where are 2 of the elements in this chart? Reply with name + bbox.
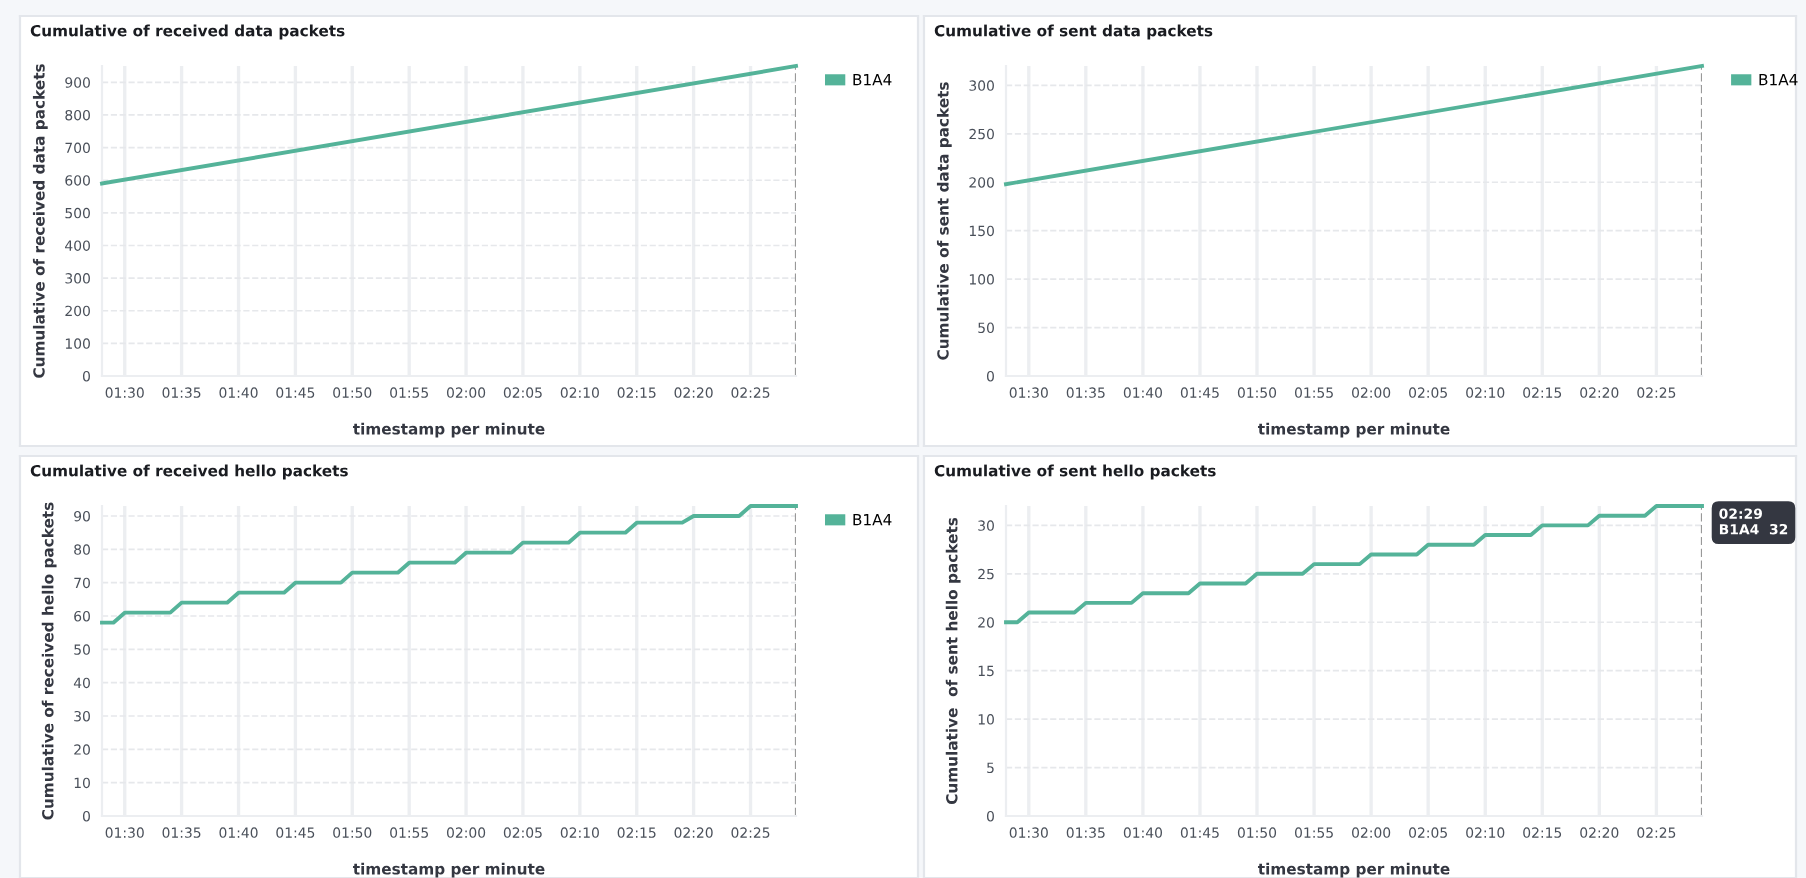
line-series: [1004, 504, 1704, 625]
line-series: [100, 504, 798, 625]
